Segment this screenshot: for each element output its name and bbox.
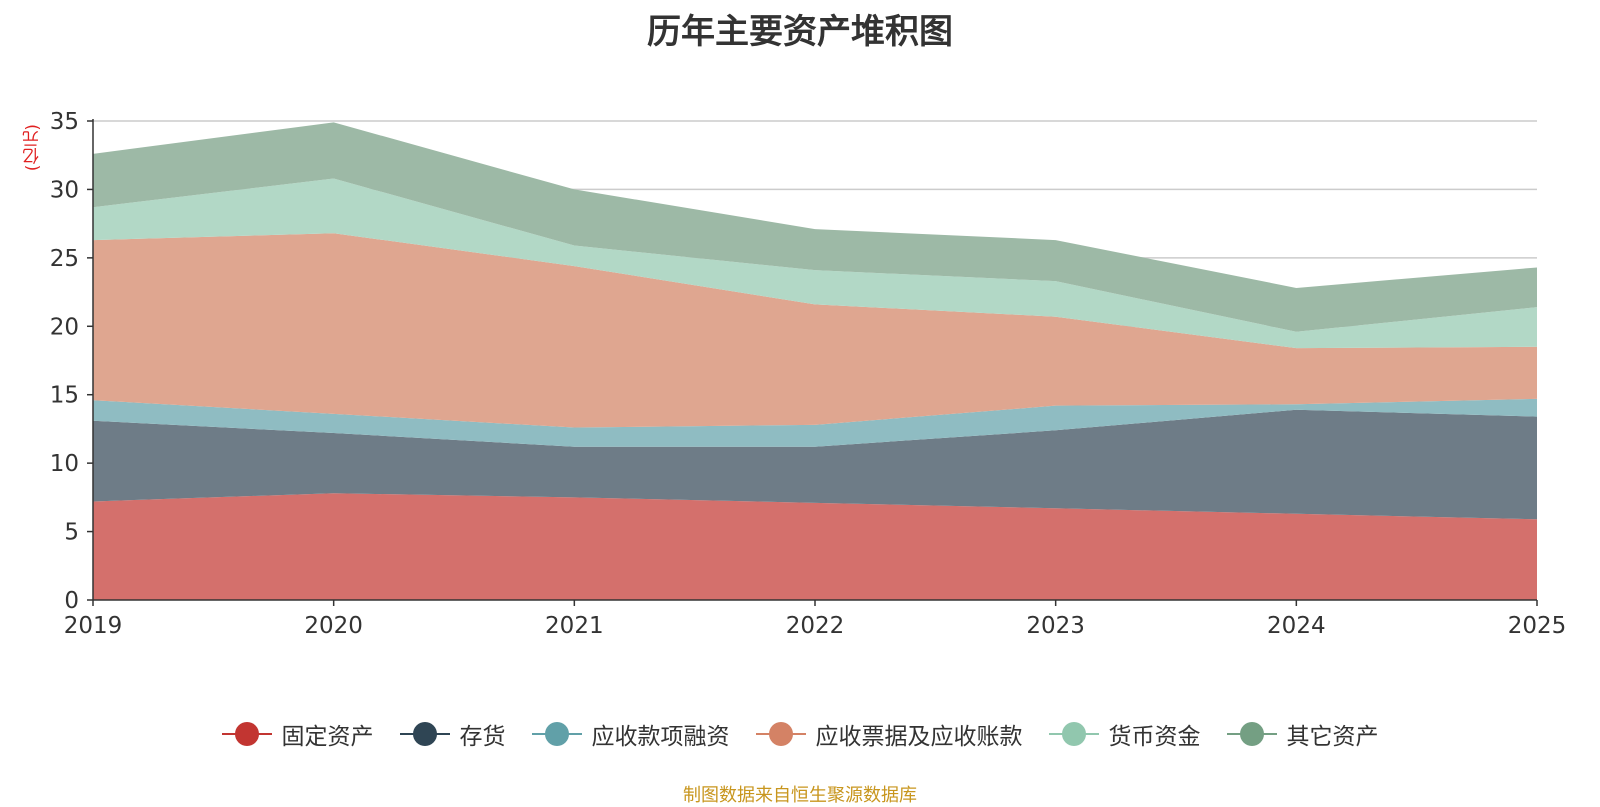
legend-label: 固定资产	[281, 724, 374, 750]
x-tick-label: 2019	[64, 613, 123, 639]
legend-swatch-icon	[221, 722, 272, 746]
y-tick-label: 5	[64, 520, 79, 546]
chart-title: 历年主要资产堆积图	[647, 12, 953, 52]
area-series-4	[93, 233, 1537, 428]
y-tick-label: 15	[50, 383, 79, 409]
x-tick-label: 2022	[786, 613, 845, 639]
x-tick-label: 2023	[1026, 613, 1085, 639]
area-series-1	[93, 493, 1537, 600]
area-series-2	[93, 409, 1537, 520]
area-series-6	[93, 122, 1537, 332]
legend-swatch-icon	[531, 722, 582, 746]
legend-label: 应收票据及应收账款	[815, 724, 1023, 750]
y-tick-label: 20	[50, 314, 79, 340]
legend-swatch-icon	[1226, 722, 1277, 746]
data-source-note: 制图数据来自恒生聚源数据库	[683, 785, 917, 806]
area-series-layer	[93, 122, 1537, 600]
x-tick-label: 2024	[1267, 613, 1326, 639]
y-tick-label: 0	[64, 588, 79, 614]
legend-label: 存货	[459, 724, 506, 750]
legend-label: 应收款项融资	[591, 724, 730, 750]
area-series-3	[93, 398, 1537, 447]
legend-label: 其它资产	[1286, 724, 1379, 750]
x-tick-label: 2025	[1508, 613, 1567, 639]
legend-label: 货币资金	[1108, 724, 1201, 750]
y-tick-label: 30	[50, 177, 79, 203]
legend-swatch-icon	[399, 722, 450, 746]
x-tick-label: 2021	[545, 613, 604, 639]
y-tick-label: 25	[50, 246, 79, 272]
area-series-5	[93, 178, 1537, 349]
x-tick-label: 2020	[304, 613, 363, 639]
legend-swatch-icon	[755, 722, 806, 746]
legend-item[interactable]: 应收款项融资	[531, 717, 730, 751]
legend-item[interactable]: 应收票据及应收账款	[755, 717, 1023, 751]
legend-swatch-icon	[1048, 722, 1099, 746]
legend-item[interactable]: 其它资产	[1226, 717, 1379, 751]
legend: 固定资产 存货 应收款项融资 应收票据及应收账款 货币资金 其它资产	[0, 717, 1600, 751]
legend-item[interactable]: 存货	[399, 717, 506, 751]
y-tick-label: 35	[50, 109, 79, 135]
legend-item[interactable]: 货币资金	[1048, 717, 1201, 751]
legend-item[interactable]: 固定资产	[221, 717, 374, 751]
y-tick-label: 10	[50, 451, 79, 477]
